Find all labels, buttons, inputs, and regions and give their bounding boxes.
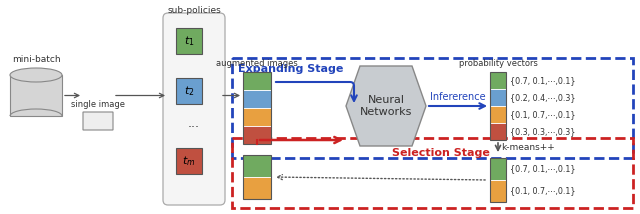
Text: Expanding Stage: Expanding Stage [238, 64, 344, 74]
Text: {0.2, 0.4,⋯,0.3}: {0.2, 0.4,⋯,0.3} [510, 93, 575, 102]
Bar [232, 138, 633, 208]
Bar [243, 126, 271, 144]
Bar [176, 28, 202, 54]
Text: probability vectors: probability vectors [459, 59, 538, 68]
Text: {0.1, 0.7,⋯,0.1}: {0.1, 0.7,⋯,0.1} [510, 110, 575, 119]
Text: Neural
Networks: Neural Networks [360, 95, 412, 117]
Text: Selection Stage: Selection Stage [392, 148, 490, 158]
Text: {0.7, 0.1,⋯,0.1}: {0.7, 0.1,⋯,0.1} [510, 165, 575, 174]
Bar [490, 158, 506, 180]
Bar [490, 158, 506, 202]
Bar [243, 177, 271, 199]
Bar [232, 58, 633, 158]
Text: sub-policies: sub-policies [167, 6, 221, 15]
Bar [176, 148, 202, 174]
Text: single image: single image [71, 100, 125, 109]
Bar [490, 180, 506, 202]
Bar [243, 155, 271, 199]
Bar [176, 78, 202, 104]
Bar [243, 108, 271, 126]
Bar [490, 89, 506, 106]
Text: ···: ··· [188, 122, 200, 135]
Bar [243, 72, 271, 144]
Bar [176, 148, 202, 174]
Bar [176, 28, 202, 54]
Text: $t_m$: $t_m$ [182, 154, 196, 168]
FancyBboxPatch shape [163, 13, 225, 205]
Text: augmented images: augmented images [216, 59, 298, 68]
Bar [176, 78, 202, 104]
Bar [243, 155, 271, 177]
Polygon shape [346, 66, 426, 146]
Polygon shape [10, 75, 62, 116]
Text: Infererence: Infererence [430, 92, 486, 102]
Bar [243, 72, 271, 90]
FancyBboxPatch shape [83, 112, 113, 130]
Text: {0.7, 0.1,⋯,0.1}: {0.7, 0.1,⋯,0.1} [510, 76, 575, 85]
Ellipse shape [10, 68, 62, 82]
Text: k-means++: k-means++ [501, 143, 555, 152]
Bar [490, 72, 506, 140]
Text: mini-batch: mini-batch [12, 55, 60, 64]
Bar [490, 72, 506, 89]
Text: {0.1, 0.7,⋯,0.1}: {0.1, 0.7,⋯,0.1} [510, 186, 575, 196]
Text: $t_2$: $t_2$ [184, 84, 195, 98]
Bar [490, 123, 506, 140]
Text: $t_1$: $t_1$ [184, 34, 195, 48]
Text: {0.3, 0.3,⋯,0.3}: {0.3, 0.3,⋯,0.3} [510, 127, 575, 136]
Bar [243, 90, 271, 108]
Bar [490, 106, 506, 123]
